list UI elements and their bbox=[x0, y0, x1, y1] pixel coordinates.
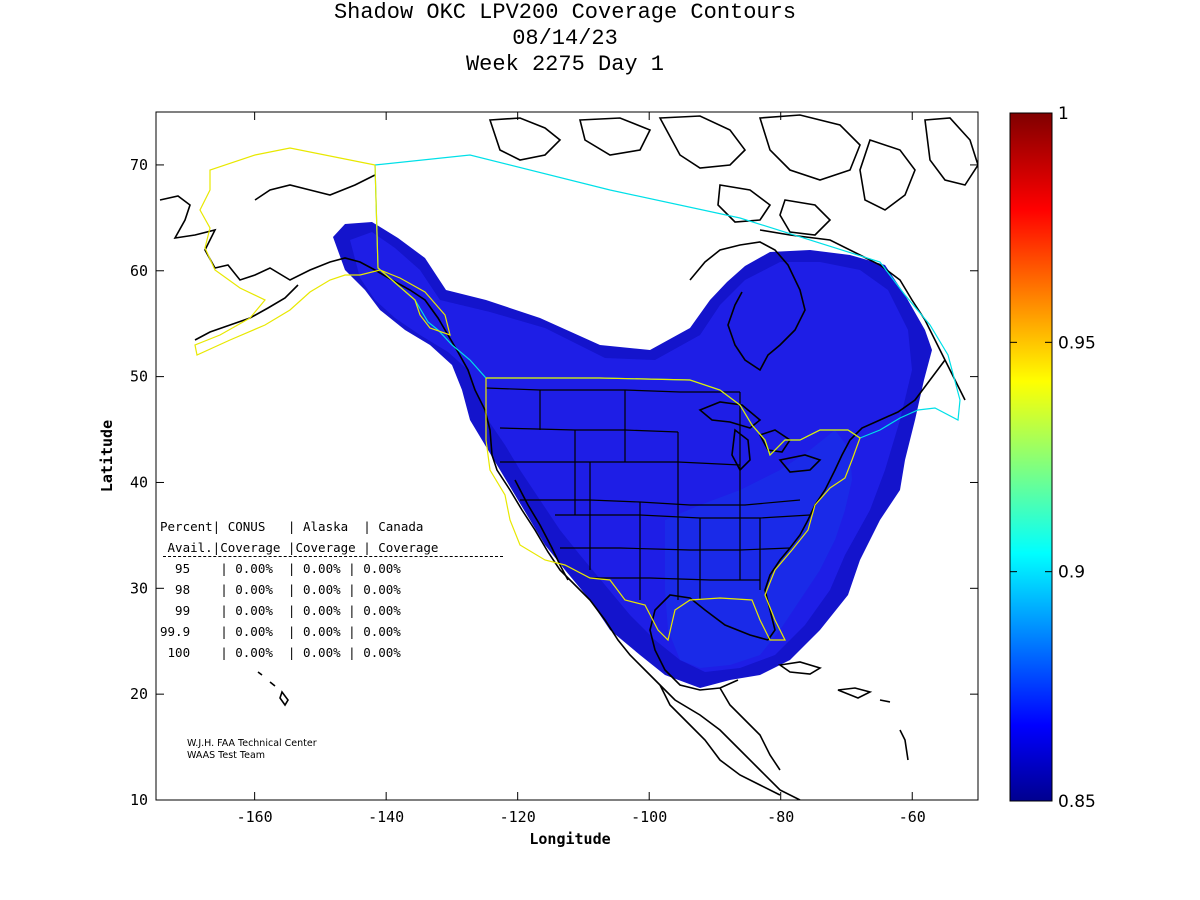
state-borders bbox=[485, 387, 811, 600]
y-tick-label: 40 bbox=[130, 473, 148, 491]
x-axis: -160 -140 -120 -100 -80 -60 bbox=[237, 112, 926, 826]
chart-date: 08/14/23 bbox=[512, 26, 618, 51]
x-tick-label: -140 bbox=[368, 808, 404, 826]
availability-table: Percent| CONUS | Alaska | Canada Avail.|… bbox=[160, 516, 503, 663]
plot-frame bbox=[155, 111, 979, 801]
table-row: 98 | 0.00% | 0.00% | 0.00% bbox=[160, 582, 401, 597]
y-tick-label: 10 bbox=[130, 791, 148, 809]
x-tick-label: -80 bbox=[767, 808, 794, 826]
x-axis-label: Longitude bbox=[529, 830, 610, 848]
table-row: 99 | 0.00% | 0.00% | 0.00% bbox=[160, 603, 401, 618]
colorbar-tick-label: 0.9 bbox=[1058, 563, 1085, 583]
x-tick-label: -100 bbox=[631, 808, 667, 826]
title-block: Shadow OKC LPV200 Coverage Contours 08/1… bbox=[0, 0, 1130, 78]
y-tick-label: 60 bbox=[130, 262, 148, 280]
table-header-1: Percent| CONUS | Alaska | Canada bbox=[160, 519, 424, 534]
table-row: 100 | 0.00% | 0.00% | 0.00% bbox=[160, 645, 401, 660]
chart-title: Shadow OKC LPV200 Coverage Contours bbox=[333, 0, 797, 25]
table-row: 95 | 0.00% | 0.00% | 0.00% bbox=[160, 561, 401, 576]
table-rows: 95 | 0.00% | 0.00% | 0.00% 98 | 0.00% | … bbox=[160, 558, 503, 663]
y-tick-label: 50 bbox=[130, 368, 148, 386]
colorbar-tick-label: 0.85 bbox=[1058, 792, 1096, 812]
y-axis: 10 20 30 40 50 60 70 bbox=[130, 156, 978, 809]
conus-boundary bbox=[485, 377, 861, 642]
colorbar-tick-label: 0.95 bbox=[1058, 333, 1096, 353]
table-divider bbox=[163, 556, 503, 557]
y-axis-label: Latitude bbox=[98, 420, 116, 492]
x-tick-label: -60 bbox=[899, 808, 926, 826]
x-tick-label: -120 bbox=[500, 808, 536, 826]
chart-week-day: Week 2275 Day 1 bbox=[465, 52, 665, 77]
plot-area bbox=[159, 114, 978, 800]
colorbar-tick-label: 1 bbox=[1058, 104, 1069, 124]
credit-block: W.J.H. FAA Technical Center WAAS Test Te… bbox=[187, 738, 317, 762]
credit-line-1: W.J.H. FAA Technical Center bbox=[187, 738, 317, 749]
colorbar-ticks: 0.85 0.9 0.95 1 bbox=[1010, 104, 1096, 812]
table-row: 99.9 | 0.00% | 0.00% | 0.00% bbox=[160, 624, 401, 639]
x-tick-label: -160 bbox=[237, 808, 273, 826]
alaska-boundary bbox=[194, 147, 451, 356]
colorbar-frame bbox=[1009, 112, 1053, 802]
table-header-2: Avail.|Coverage |Coverage | Coverage bbox=[160, 540, 439, 555]
y-tick-label: 20 bbox=[130, 685, 148, 703]
colorbar bbox=[1010, 113, 1052, 801]
y-tick-label: 70 bbox=[130, 156, 148, 174]
y-tick-label: 30 bbox=[130, 579, 148, 597]
credit-line-2: WAAS Test Team bbox=[187, 750, 266, 761]
